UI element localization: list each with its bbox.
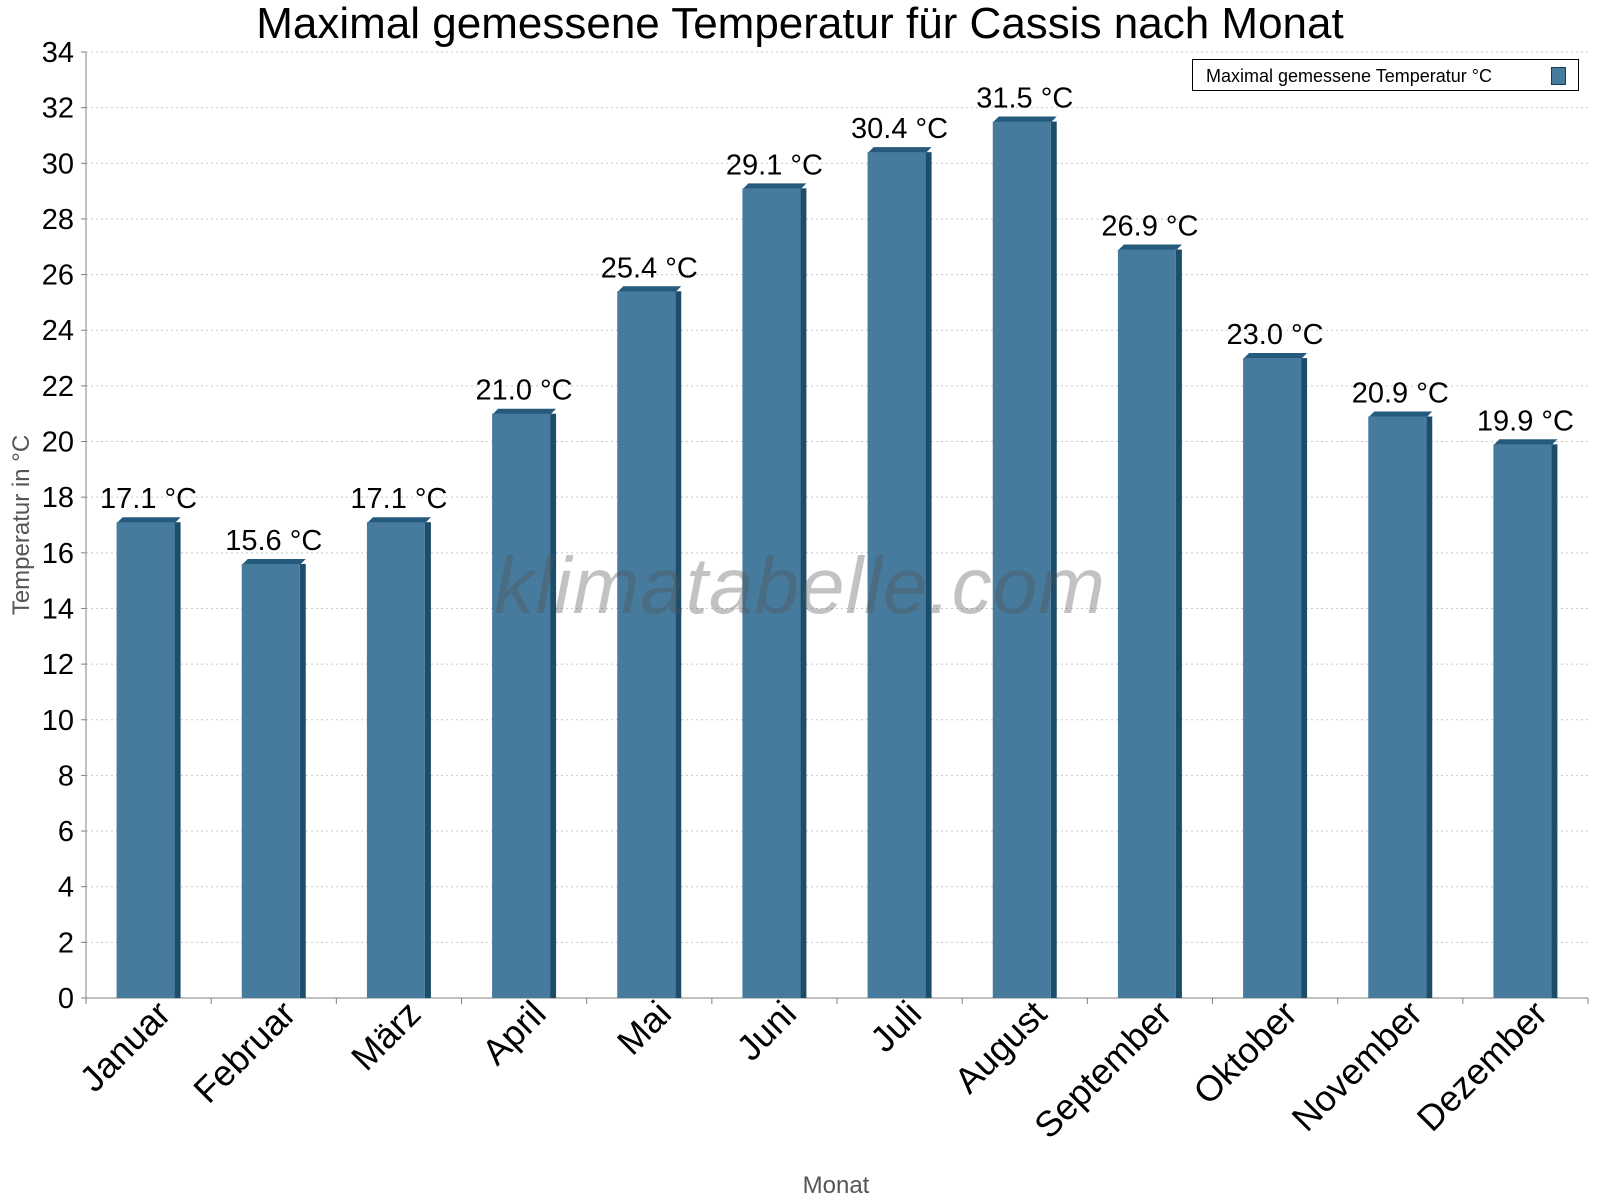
bar-side	[424, 522, 431, 998]
bar-top	[1117, 244, 1182, 251]
bar-top	[992, 116, 1057, 123]
y-tick-label: 10	[42, 705, 74, 737]
y-tick-label: 4	[58, 872, 74, 904]
bar	[1493, 444, 1552, 998]
x-tick-label: November	[1283, 993, 1429, 1139]
y-tick-label: 18	[42, 482, 74, 514]
legend-swatch	[1551, 67, 1566, 85]
bar	[742, 188, 801, 998]
y-tick-label: 12	[42, 649, 74, 681]
y-tick-label: 30	[42, 148, 74, 180]
bar	[1117, 249, 1176, 998]
data-label: 17.1 °C	[100, 483, 197, 515]
bar-side	[174, 522, 181, 998]
bar-top	[492, 408, 557, 415]
bar	[1368, 416, 1427, 998]
bar-top	[617, 286, 682, 293]
bar	[492, 413, 551, 998]
bar-top	[241, 558, 306, 565]
x-tick-label: Februar	[185, 993, 303, 1111]
bar-side	[299, 563, 306, 998]
y-tick-label: 34	[42, 37, 74, 69]
y-tick-label: 2	[58, 927, 74, 959]
bar-top	[366, 517, 431, 524]
y-tick-label: 14	[42, 593, 74, 625]
bar-side	[1426, 416, 1433, 998]
bar-top	[867, 147, 932, 154]
data-label: 25.4 °C	[601, 252, 698, 284]
y-tick-label: 32	[42, 93, 74, 125]
x-tick-label: März	[343, 993, 429, 1079]
data-label: 15.6 °C	[225, 525, 322, 557]
x-tick-label: September	[1026, 993, 1180, 1147]
x-tick-label: April	[474, 993, 554, 1073]
data-label: 31.5 °C	[976, 83, 1073, 115]
x-tick-label: August	[946, 993, 1054, 1101]
bar	[1243, 358, 1302, 998]
y-tick-label: 22	[42, 371, 74, 403]
bar-side	[675, 291, 682, 998]
y-tick-label: 6	[58, 816, 74, 848]
data-label: 20.9 °C	[1352, 377, 1449, 409]
bar-side	[800, 188, 807, 998]
bar-side	[550, 413, 557, 998]
bar-top	[742, 183, 807, 190]
x-tick-label: Juli	[862, 993, 929, 1060]
data-label: 17.1 °C	[350, 483, 447, 515]
bar-side	[925, 152, 932, 999]
bar-side	[1551, 444, 1558, 998]
chart-title: Maximal gemessene Temperatur für Cassis …	[256, 0, 1344, 48]
y-tick-label: 8	[58, 760, 74, 792]
y-tick-label: 24	[42, 315, 74, 347]
bar	[241, 563, 300, 998]
x-tick-label: Januar	[71, 993, 178, 1100]
data-label: 26.9 °C	[1101, 211, 1198, 243]
y-tick-label: 20	[42, 427, 74, 459]
bar	[366, 522, 425, 998]
y-tick-label: 16	[42, 538, 74, 570]
x-tick-label: Dezember	[1409, 993, 1555, 1139]
legend: Maximal gemessene Temperatur °C	[1192, 59, 1579, 91]
bar	[617, 291, 676, 998]
x-tick-label: Mai	[609, 993, 679, 1063]
y-tick-label: 26	[42, 260, 74, 292]
data-label: 29.1 °C	[726, 149, 823, 181]
data-label: 19.9 °C	[1477, 405, 1574, 437]
bar-side	[1050, 121, 1057, 998]
bar	[992, 121, 1051, 998]
y-axis-title: Temperatur in °C	[8, 434, 35, 616]
data-label: 23.0 °C	[1227, 319, 1324, 351]
bar	[867, 152, 926, 999]
bar-top	[1243, 353, 1308, 360]
bar-top	[116, 517, 181, 524]
x-tick-label: Oktober	[1185, 993, 1305, 1113]
bar-top	[1368, 411, 1433, 418]
bar-side	[1175, 249, 1182, 998]
bar	[116, 522, 175, 998]
bar-side	[1301, 358, 1308, 998]
y-tick-label: 28	[42, 204, 74, 236]
x-axis-title: Monat	[802, 1172, 870, 1199]
x-tick-label: Juni	[728, 993, 804, 1069]
data-label: 30.4 °C	[851, 113, 948, 145]
bar-top	[1493, 439, 1558, 446]
y-tick-label: 0	[58, 983, 74, 1015]
legend-label: Maximal gemessene Temperatur °C	[1206, 66, 1492, 86]
data-label: 21.0 °C	[476, 375, 573, 407]
